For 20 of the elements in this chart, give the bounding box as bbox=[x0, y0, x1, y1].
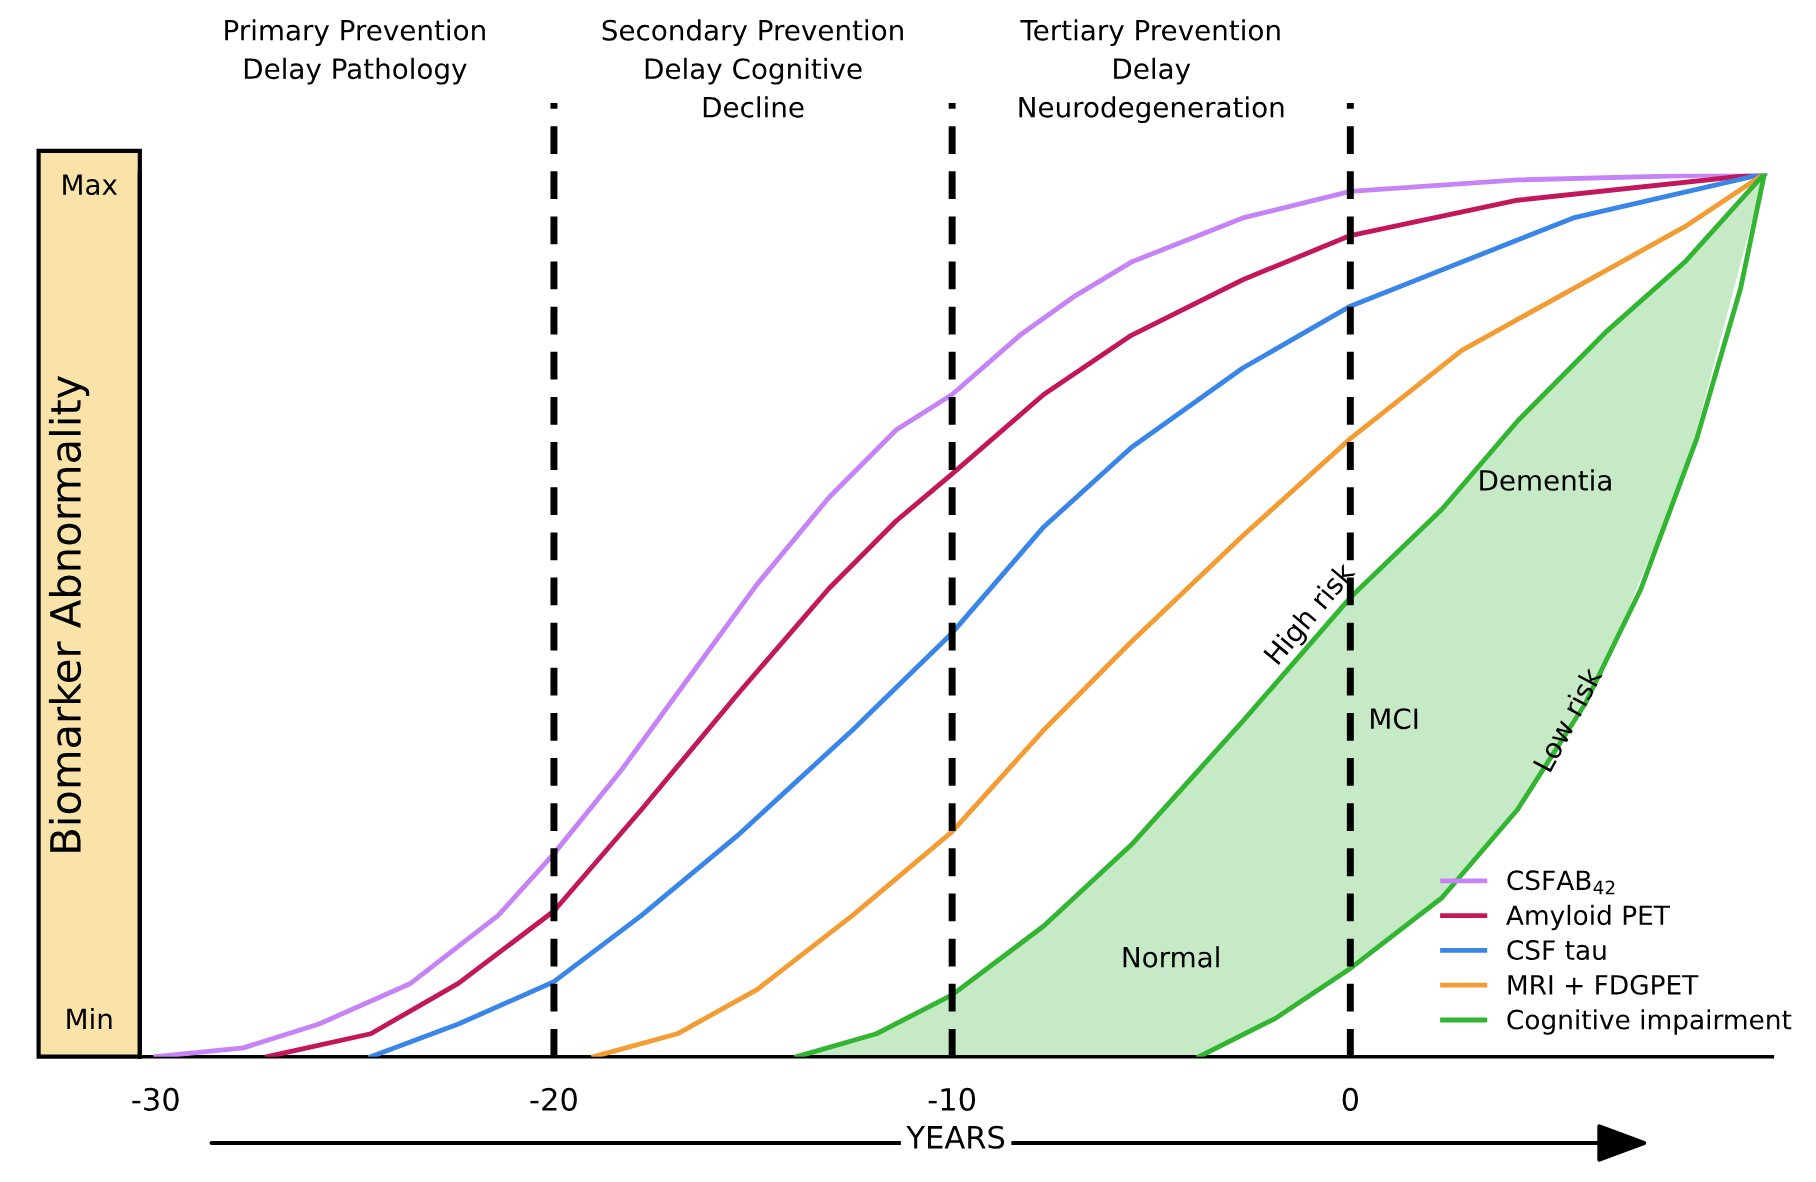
legend-label: Amyloid PET bbox=[1506, 904, 1670, 931]
x-axis-title: YEARS bbox=[906, 1125, 1005, 1149]
annotation: Low risk bbox=[1532, 664, 1603, 773]
text: Min bbox=[67, 1007, 112, 1030]
x-tick-label: -30 bbox=[132, 1087, 179, 1111]
legend-label: MRI + FDGPET bbox=[1508, 974, 1699, 995]
x-tick-label: -20 bbox=[530, 1087, 577, 1111]
text: Max bbox=[63, 174, 118, 196]
text: Tertiary Prevention Delay Neurodegeneration bbox=[1019, 19, 1284, 124]
text: Primary Prevention Delay Pathology bbox=[225, 19, 485, 85]
legend-label: CSFAB$_{42}$ bbox=[1507, 870, 1615, 895]
legend-label: CSF tau bbox=[1507, 940, 1606, 961]
annotation: Dementia bbox=[1480, 469, 1611, 491]
y-axis-title: Biomarker Abnormality bbox=[48, 375, 90, 852]
text: Secondary Prevention Delay Cognitive Decline bbox=[602, 19, 903, 118]
annotation: Normal bbox=[1123, 946, 1219, 968]
x-tick-label: -10 bbox=[928, 1087, 976, 1111]
x-tick-label: 0 bbox=[1342, 1087, 1359, 1111]
legend-label: Cognitive impairment bbox=[1507, 1009, 1792, 1035]
annotation: MCI bbox=[1371, 708, 1418, 730]
